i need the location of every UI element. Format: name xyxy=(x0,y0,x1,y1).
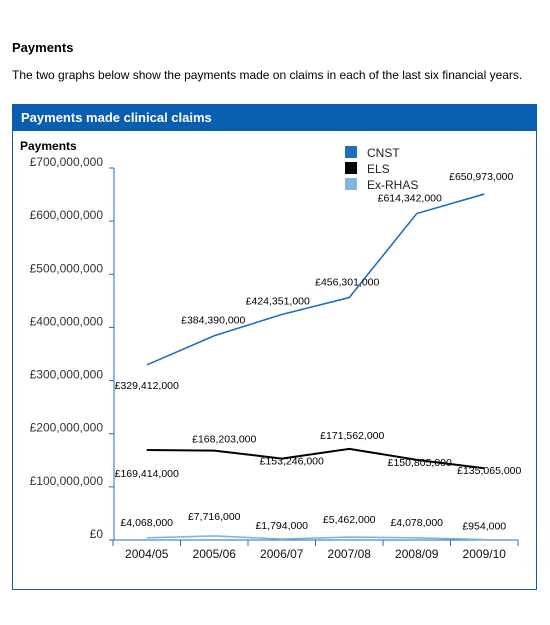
x-tick-label: 2005/06 xyxy=(193,547,237,561)
data-label: £1,794,000 xyxy=(255,520,308,532)
y-tick-label: £100,000,000 xyxy=(30,474,104,488)
legend-swatch xyxy=(345,162,357,174)
series-line-els xyxy=(146,447,485,470)
legend-label: ELS xyxy=(367,162,390,176)
y-axis-label: Payments xyxy=(20,139,77,153)
y-tick-label: £400,000,000 xyxy=(30,314,104,328)
y-tick-label: £700,000,000 xyxy=(30,155,104,169)
section-title: Payments xyxy=(12,40,74,55)
data-label: £4,078,000 xyxy=(390,517,443,529)
y-tick-label: £300,000,000 xyxy=(30,368,104,382)
x-tick-label: 2008/09 xyxy=(395,547,439,561)
data-label: £424,351,000 xyxy=(246,295,310,307)
x-tick-label: 2007/08 xyxy=(328,547,372,561)
chart-panel: Payments made clinical claims xyxy=(12,104,537,590)
data-label: £153,246,000 xyxy=(260,456,324,468)
data-label: £650,973,000 xyxy=(449,171,513,183)
y-tick-label: £600,000,000 xyxy=(30,208,104,222)
legend-swatch xyxy=(345,146,357,158)
data-label: £329,412,000 xyxy=(115,380,179,392)
data-label: £456,301,000 xyxy=(315,277,379,289)
data-label: £150,805,000 xyxy=(388,457,452,469)
data-label: £171,562,000 xyxy=(320,430,384,442)
x-tick-label: 2004/05 xyxy=(125,547,169,561)
series-line-ex-rhas xyxy=(146,535,485,541)
data-label: £384,390,000 xyxy=(181,315,245,327)
data-label: £5,462,000 xyxy=(323,514,376,526)
section-intro: The two graphs below show the payments m… xyxy=(12,68,523,82)
legend-label: Ex-RHAS xyxy=(367,178,418,192)
y-tick-label: £500,000,000 xyxy=(30,261,104,275)
data-label: £135,065,000 xyxy=(457,465,521,477)
y-tick-label: £200,000,000 xyxy=(30,421,104,435)
data-label: £7,716,000 xyxy=(188,511,241,523)
panel-title: Payments made clinical claims xyxy=(13,105,536,131)
data-label: £168,203,000 xyxy=(192,434,256,446)
series-line-cnst xyxy=(146,193,485,366)
data-label: £954,000 xyxy=(462,520,506,532)
legend-swatch xyxy=(345,178,357,190)
x-tick-label: 2009/10 xyxy=(463,547,507,561)
data-label: £614,342,000 xyxy=(378,193,442,205)
x-tick-label: 2006/07 xyxy=(260,547,304,561)
data-label: £4,068,000 xyxy=(120,517,173,529)
legend-label: CNST xyxy=(367,146,400,160)
y-tick-label: £0 xyxy=(90,527,104,541)
data-label: £169,414,000 xyxy=(115,468,179,480)
